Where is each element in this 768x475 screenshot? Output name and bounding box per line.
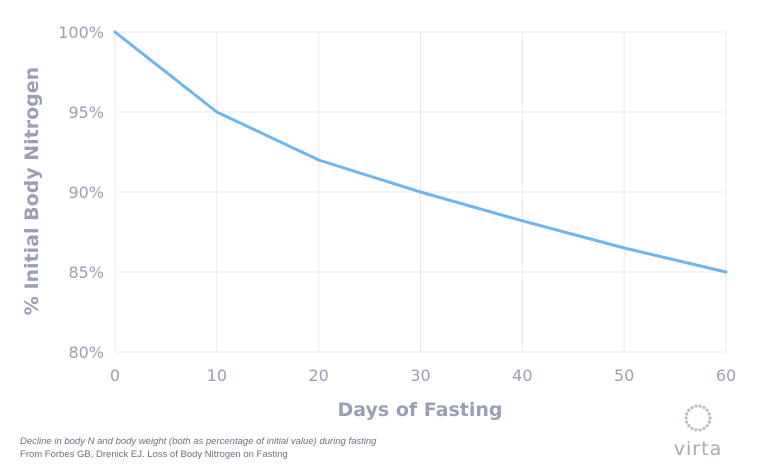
brand-logo: virta — [668, 398, 728, 464]
y-tick-label: 85% — [68, 263, 104, 282]
data-point — [215, 110, 219, 114]
logo-dot — [707, 412, 711, 416]
x-axis-ticks: 0 10 20 30 40 50 60 — [110, 366, 736, 385]
y-tick-label: 100% — [58, 23, 104, 42]
footnote-source: From Forbes GB, Drenick EJ. Loss of Body… — [20, 449, 288, 460]
x-tick-label: 60 — [716, 366, 736, 385]
x-tick-label: 0 — [110, 366, 120, 385]
footnote-description: Decline in body N and body weight (both … — [20, 436, 377, 447]
logo-dot — [694, 428, 698, 432]
logo-dot — [702, 426, 706, 430]
logo-dot — [687, 408, 691, 412]
x-tick-label: 30 — [410, 366, 430, 385]
logo-dot — [685, 412, 689, 416]
series-layer — [113, 30, 728, 274]
logo-dot — [708, 416, 712, 420]
x-axis-title: Days of Fasting — [338, 399, 503, 421]
data-point — [622, 246, 626, 250]
logo-dot — [694, 404, 698, 408]
logo-dot — [685, 420, 689, 424]
logo-dot — [687, 424, 691, 428]
data-point — [113, 30, 117, 34]
data-point — [724, 270, 728, 274]
x-tick-label: 10 — [207, 366, 227, 385]
logo-dot — [684, 416, 688, 420]
y-axis-title: % Initial Body Nitrogen — [21, 67, 43, 315]
logo-dot — [702, 406, 706, 410]
data-point — [317, 158, 321, 162]
dotted-ring-logo-icon — [684, 404, 712, 432]
y-tick-label: 95% — [68, 103, 104, 122]
y-tick-label: 80% — [68, 343, 104, 362]
brand-name: virta — [673, 438, 723, 460]
data-point — [419, 190, 422, 194]
logo-dot — [705, 408, 709, 412]
logo-dot — [705, 424, 709, 428]
logo-dot — [707, 420, 711, 424]
data-point — [520, 219, 524, 223]
y-axis-ticks: 80% 85% 90% 95% 100% — [58, 23, 104, 362]
x-tick-label: 20 — [308, 366, 328, 385]
x-tick-label: 50 — [614, 366, 634, 385]
y-tick-label: 90% — [68, 183, 104, 202]
logo-dot — [690, 406, 694, 410]
logo-dot — [690, 426, 694, 430]
x-tick-label: 40 — [512, 366, 532, 385]
logo-dot — [698, 404, 702, 408]
logo-dot — [698, 428, 702, 432]
